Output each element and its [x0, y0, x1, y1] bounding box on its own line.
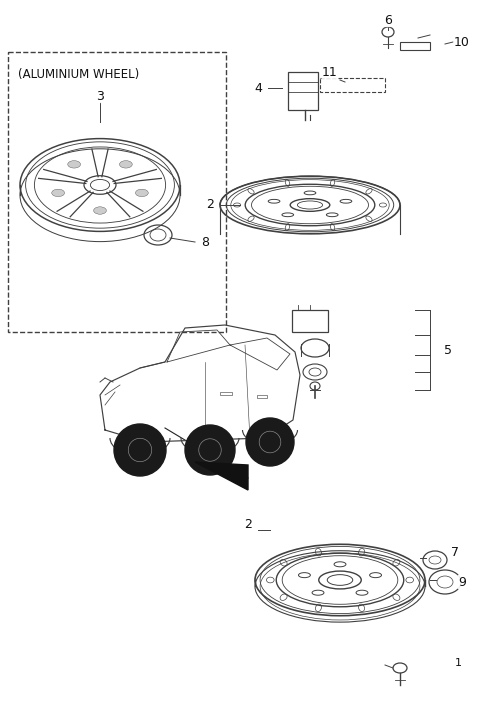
- Ellipse shape: [120, 161, 132, 168]
- Text: 10: 10: [454, 35, 470, 48]
- Polygon shape: [195, 462, 248, 490]
- Ellipse shape: [135, 189, 148, 197]
- Bar: [220, 392, 232, 395]
- Circle shape: [114, 424, 166, 476]
- Circle shape: [185, 425, 235, 475]
- Bar: [8, 52, 226, 332]
- Text: 11: 11: [322, 66, 338, 78]
- Bar: [292, 310, 328, 332]
- Text: 1: 1: [455, 658, 461, 668]
- Text: 4: 4: [254, 81, 262, 94]
- Ellipse shape: [52, 189, 64, 197]
- Text: 2: 2: [206, 199, 214, 212]
- Bar: [320, 78, 385, 92]
- Text: 2: 2: [244, 518, 252, 531]
- Bar: [257, 395, 267, 398]
- Text: 3: 3: [96, 89, 104, 102]
- Ellipse shape: [68, 161, 81, 168]
- Bar: [288, 72, 318, 110]
- Text: 6: 6: [384, 14, 392, 27]
- Text: 8: 8: [201, 235, 209, 248]
- Text: 5: 5: [444, 343, 452, 356]
- Text: 9: 9: [458, 575, 466, 588]
- Circle shape: [246, 418, 294, 466]
- Ellipse shape: [94, 207, 107, 215]
- Text: (ALUMINIUM WHEEL): (ALUMINIUM WHEEL): [18, 68, 139, 81]
- Text: 7: 7: [451, 546, 459, 559]
- Bar: [400, 42, 430, 50]
